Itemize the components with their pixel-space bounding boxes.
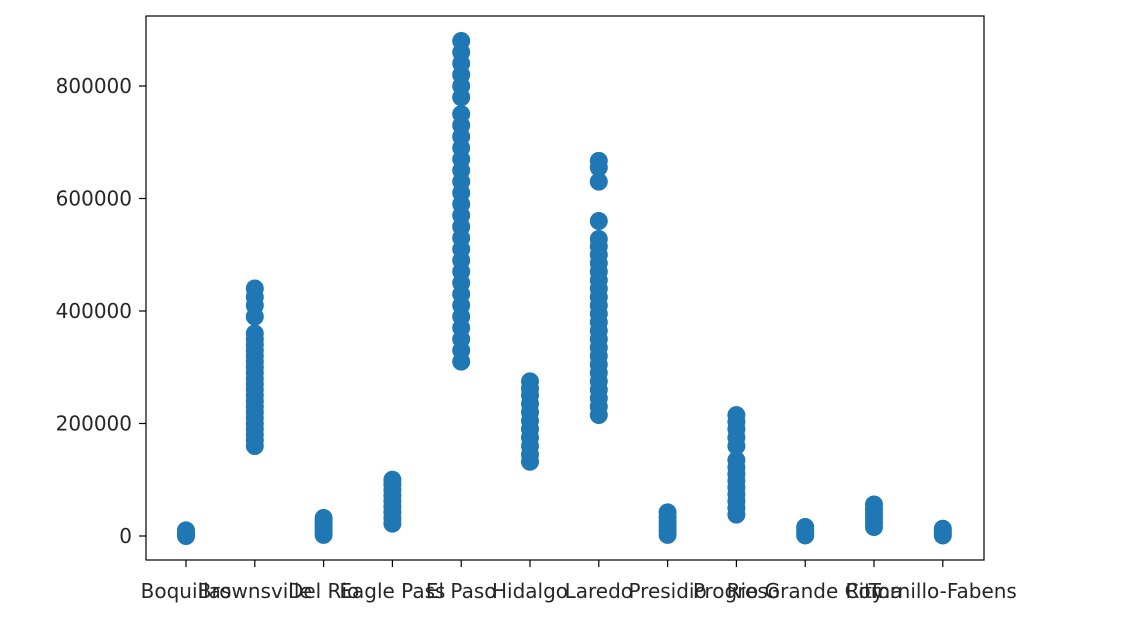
x-tick-label: Roma (846, 579, 903, 603)
data-point (589, 172, 608, 191)
data-point (452, 105, 471, 124)
plot-area-frame (145, 15, 985, 561)
x-tick-label: Tornillo-Fabens (868, 579, 1017, 603)
data-point (452, 32, 471, 50)
data-point (245, 324, 264, 343)
data-point (589, 230, 608, 248)
x-tick-label: Rio Grande City (727, 579, 884, 603)
data-point (658, 503, 677, 522)
data-point (314, 509, 333, 527)
data-point (865, 495, 883, 514)
data-point (177, 521, 195, 540)
data-point (933, 519, 952, 538)
data-point (589, 151, 608, 170)
data-point (727, 406, 746, 425)
x-tick-label: Boquillas (141, 579, 232, 603)
x-tick-label: Hidalgo (492, 579, 568, 603)
data-point (727, 451, 746, 470)
x-tick-label: El Paso (426, 579, 497, 603)
y-tick-label: 800000 (56, 74, 132, 98)
y-axis: 0 200000 400000 600000 800000 (56, 74, 146, 548)
x-tick-label: Progreso (693, 579, 780, 603)
data-points (177, 32, 952, 545)
data-point (383, 470, 402, 489)
data-point (796, 518, 815, 536)
y-tick-label: 400000 (56, 299, 132, 323)
x-tick-label: Laredo (565, 579, 633, 603)
x-tick-label: Eagle Pass (339, 579, 445, 603)
data-point (245, 279, 264, 298)
x-tick-label: Brownsville (198, 579, 312, 603)
y-tick-label: 0 (119, 524, 132, 548)
x-tick-label: Del Rio (288, 579, 359, 603)
data-point (521, 372, 539, 391)
x-tick-label: Presidio (628, 579, 706, 603)
data-point (589, 212, 608, 230)
y-tick-label: 200000 (56, 412, 132, 436)
y-tick-label: 600000 (56, 187, 132, 211)
